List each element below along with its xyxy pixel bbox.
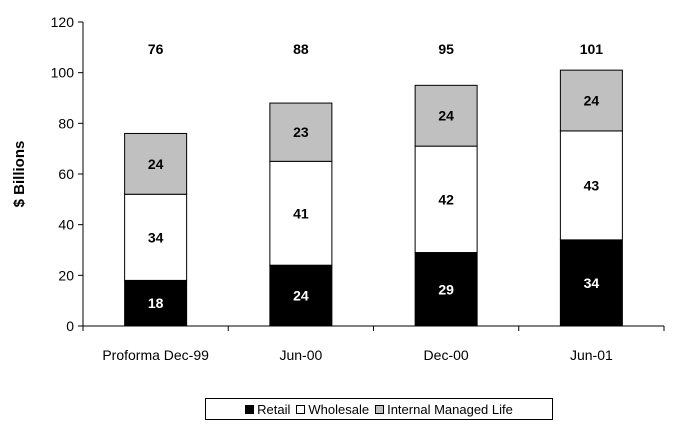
x-tick-label: Jun-00 bbox=[279, 347, 322, 363]
bar-segment-retail bbox=[559, 239, 623, 327]
data-label: 24 bbox=[584, 93, 600, 109]
y-tick-label: 120 bbox=[51, 14, 75, 30]
legend-label: Retail bbox=[257, 401, 291, 417]
y-tick-label: 40 bbox=[58, 217, 74, 233]
y-tick-label: 80 bbox=[58, 115, 74, 131]
y-axis-title: $ Billions bbox=[11, 141, 28, 208]
data-label: 34 bbox=[148, 229, 164, 245]
bar-segment-internal-managed-life bbox=[414, 84, 478, 147]
legend-label: Internal Managed Life bbox=[387, 401, 513, 417]
data-label: 24 bbox=[148, 156, 164, 172]
total-label: 101 bbox=[580, 41, 604, 57]
bar-segment-wholesale bbox=[124, 193, 188, 281]
x-tick-label: Jun-01 bbox=[570, 347, 613, 363]
data-label: 18 bbox=[148, 295, 164, 311]
bar-segment-internal-managed-life bbox=[269, 102, 333, 162]
bar-segment-wholesale bbox=[414, 145, 478, 254]
y-tick-label: 0 bbox=[66, 318, 74, 334]
legend: Retail Wholesale Internal Managed Life bbox=[205, 398, 553, 420]
stacked-bar-chart: 0 20 40 60 80 100 120 $ Billions 18 34 24 76 Proform… bbox=[11, 14, 665, 363]
data-label: 34 bbox=[584, 275, 600, 291]
data-label: 41 bbox=[293, 205, 309, 221]
data-label: 43 bbox=[584, 177, 600, 193]
bar-segment-retail bbox=[124, 279, 188, 327]
legend-label: Wholesale bbox=[308, 401, 370, 417]
total-label: 88 bbox=[293, 41, 309, 57]
bar-segment-internal-managed-life bbox=[124, 132, 188, 195]
bar-segment-wholesale bbox=[559, 130, 623, 241]
x-tick-label: Dec-00 bbox=[424, 347, 469, 363]
legend-swatch bbox=[375, 404, 385, 414]
data-label: 24 bbox=[438, 108, 454, 124]
bar-segment-retail bbox=[269, 264, 333, 327]
data-label: 42 bbox=[438, 191, 454, 207]
x-tick-label: Proforma Dec-99 bbox=[102, 347, 209, 363]
legend-item: Wholesale bbox=[296, 402, 369, 417]
total-label: 95 bbox=[438, 41, 454, 57]
data-label: 23 bbox=[293, 124, 309, 140]
y-tick-label: 60 bbox=[58, 166, 74, 182]
bar-segment-wholesale bbox=[269, 160, 333, 266]
bar-segment-internal-managed-life bbox=[559, 69, 623, 132]
legend-swatch bbox=[245, 404, 255, 414]
data-label: 24 bbox=[293, 288, 309, 304]
data-label: 29 bbox=[438, 281, 454, 297]
y-tick-label: 100 bbox=[51, 65, 75, 81]
legend-item: Retail bbox=[245, 402, 290, 417]
y-tick-label: 20 bbox=[58, 267, 74, 283]
legend-swatch bbox=[296, 404, 306, 414]
legend-item: Internal Managed Life bbox=[375, 402, 513, 417]
total-label: 76 bbox=[148, 41, 164, 57]
